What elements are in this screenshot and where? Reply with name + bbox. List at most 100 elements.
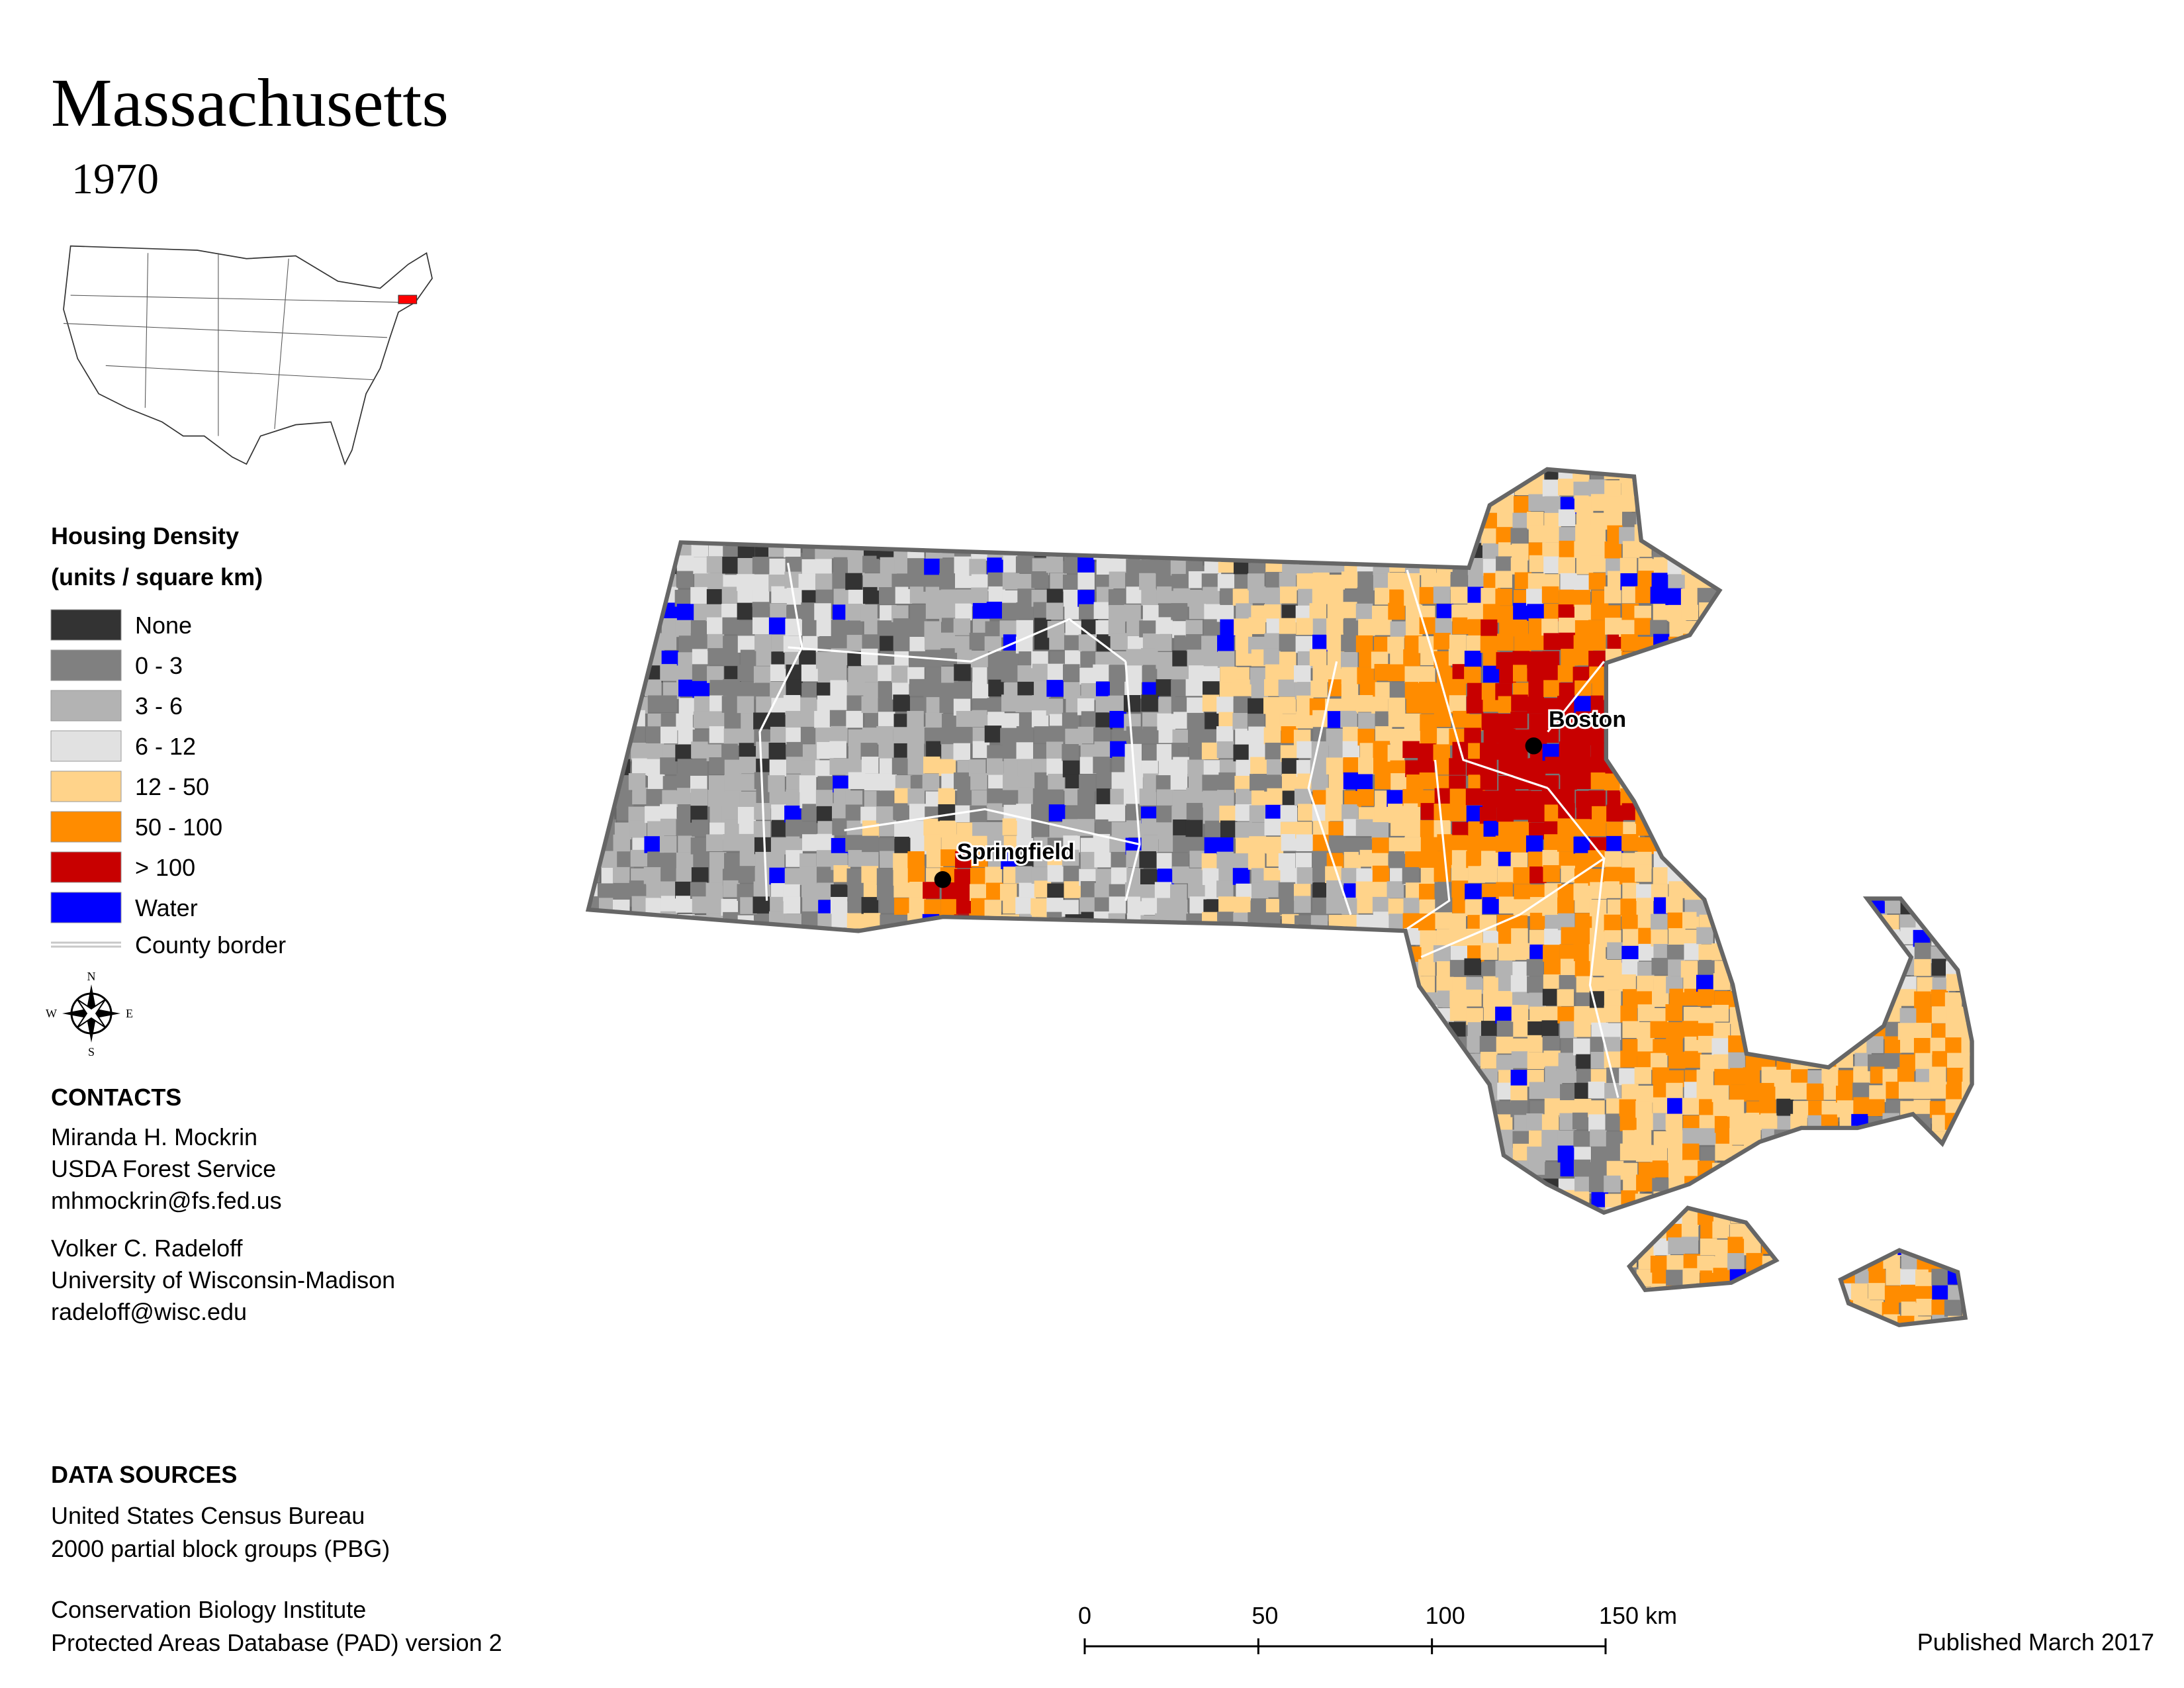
- density-cell: [1698, 835, 1716, 853]
- density-cell: [956, 1283, 974, 1301]
- density-cell: [1049, 974, 1067, 992]
- density-cell: [1483, 976, 1500, 994]
- density-cell: [1775, 1082, 1792, 1100]
- density-cell: [1156, 1191, 1173, 1208]
- density-cell: [1480, 836, 1498, 854]
- density-cell: [1126, 1317, 1144, 1323]
- density-cell: [590, 1174, 601, 1192]
- density-cell: [1638, 667, 1655, 684]
- density-cell: [1373, 1237, 1390, 1254]
- density-cell: [1049, 527, 1067, 544]
- density-cell: [754, 837, 772, 855]
- density-cell: [1897, 757, 1915, 775]
- source-line: Protected Areas Database (PAD) version 2: [51, 1629, 502, 1656]
- density-cell: [1170, 558, 1188, 576]
- density-cell: [1758, 680, 1776, 698]
- density-cell: [1109, 1162, 1126, 1180]
- density-cell: [660, 1114, 678, 1131]
- density-cell: [1265, 471, 1283, 483]
- density-cell: [1154, 634, 1172, 651]
- density-cell: [878, 1223, 896, 1241]
- density-cell: [1093, 1270, 1111, 1287]
- density-cell: [752, 602, 770, 619]
- density-cell: [1295, 1269, 1312, 1287]
- legend-label: 12 - 50: [135, 773, 209, 800]
- density-cell: [614, 961, 631, 978]
- density-cell: [1776, 1161, 1794, 1179]
- density-cell: [926, 741, 943, 759]
- density-cell: [1111, 1069, 1128, 1087]
- density-cell: [880, 929, 897, 947]
- density-cell: [590, 1006, 601, 1023]
- density-cell: [1404, 1007, 1422, 1024]
- density-cell: [972, 1147, 989, 1164]
- density-cell: [739, 1097, 756, 1115]
- density-cell: [1002, 1207, 1020, 1225]
- density-cell: [1700, 1238, 1717, 1256]
- density-cell: [815, 1129, 833, 1147]
- density-cell: [985, 1008, 1003, 1025]
- density-cell: [1263, 727, 1281, 745]
- density-cell: [590, 974, 600, 992]
- density-cell: [1003, 494, 1021, 512]
- density-cell: [1232, 1037, 1250, 1055]
- density-cell: [1870, 711, 1888, 729]
- density-cell: [1216, 604, 1234, 622]
- density-cell: [598, 1146, 615, 1163]
- density-cell: [1418, 666, 1435, 683]
- density-cell: [846, 1178, 864, 1196]
- density-cell: [1496, 1036, 1514, 1054]
- density-cell: [615, 619, 633, 636]
- density-cell: [1279, 633, 1297, 651]
- density-cell: [786, 990, 803, 1008]
- density-cell: [770, 1317, 788, 1323]
- density-cell: [1777, 1038, 1794, 1055]
- density-cell: [707, 1069, 725, 1087]
- density-cell: [1821, 806, 1838, 824]
- density-cell: [1049, 1068, 1067, 1086]
- density-cell: [1387, 471, 1405, 481]
- density-cell: [629, 1083, 647, 1101]
- density-cell: [891, 945, 909, 962]
- density-cell: [1868, 471, 1885, 483]
- density-cell: [1095, 819, 1113, 837]
- density-cell: [662, 1175, 680, 1192]
- density-cell: [1325, 1131, 1342, 1149]
- density-cell: [737, 728, 755, 746]
- density-cell: [1730, 665, 1748, 682]
- density-cell: [1157, 663, 1174, 681]
- density-cell: [938, 1039, 955, 1056]
- density-cell: [1156, 853, 1174, 870]
- density-cell: [1355, 635, 1373, 653]
- density-cell: [1576, 1315, 1593, 1323]
- density-cell: [590, 1051, 599, 1069]
- density-cell: [707, 960, 724, 978]
- density-cell: [1699, 1298, 1717, 1316]
- density-cell: [1079, 1223, 1097, 1241]
- density-cell: [1437, 1239, 1454, 1256]
- density-cell: [1250, 1006, 1267, 1023]
- density-cell: [895, 1115, 913, 1133]
- density-cell: [1529, 929, 1547, 947]
- density-cell: [880, 1006, 897, 1024]
- density-cell: [644, 603, 661, 620]
- density-cell: [740, 1253, 757, 1270]
- density-cell: [829, 1099, 846, 1116]
- density-cell: [1203, 1238, 1221, 1255]
- density-cell: [1774, 524, 1792, 542]
- density-cell: [1621, 634, 1638, 651]
- density-cell: [644, 915, 662, 933]
- density-cell: [1480, 1051, 1498, 1069]
- density-cell: [1743, 1174, 1760, 1192]
- density-cell: [799, 1037, 816, 1055]
- density-cell: [1033, 528, 1051, 545]
- density-cell: [1077, 961, 1095, 978]
- density-cell: [678, 1147, 696, 1164]
- density-cell: [1698, 788, 1715, 806]
- density-cell: [645, 1160, 662, 1177]
- density-cell: [925, 494, 942, 512]
- density-cell: [1542, 849, 1559, 867]
- density-cell: [1293, 665, 1311, 682]
- density-cell: [1204, 1019, 1221, 1037]
- density-cell: [956, 1006, 973, 1023]
